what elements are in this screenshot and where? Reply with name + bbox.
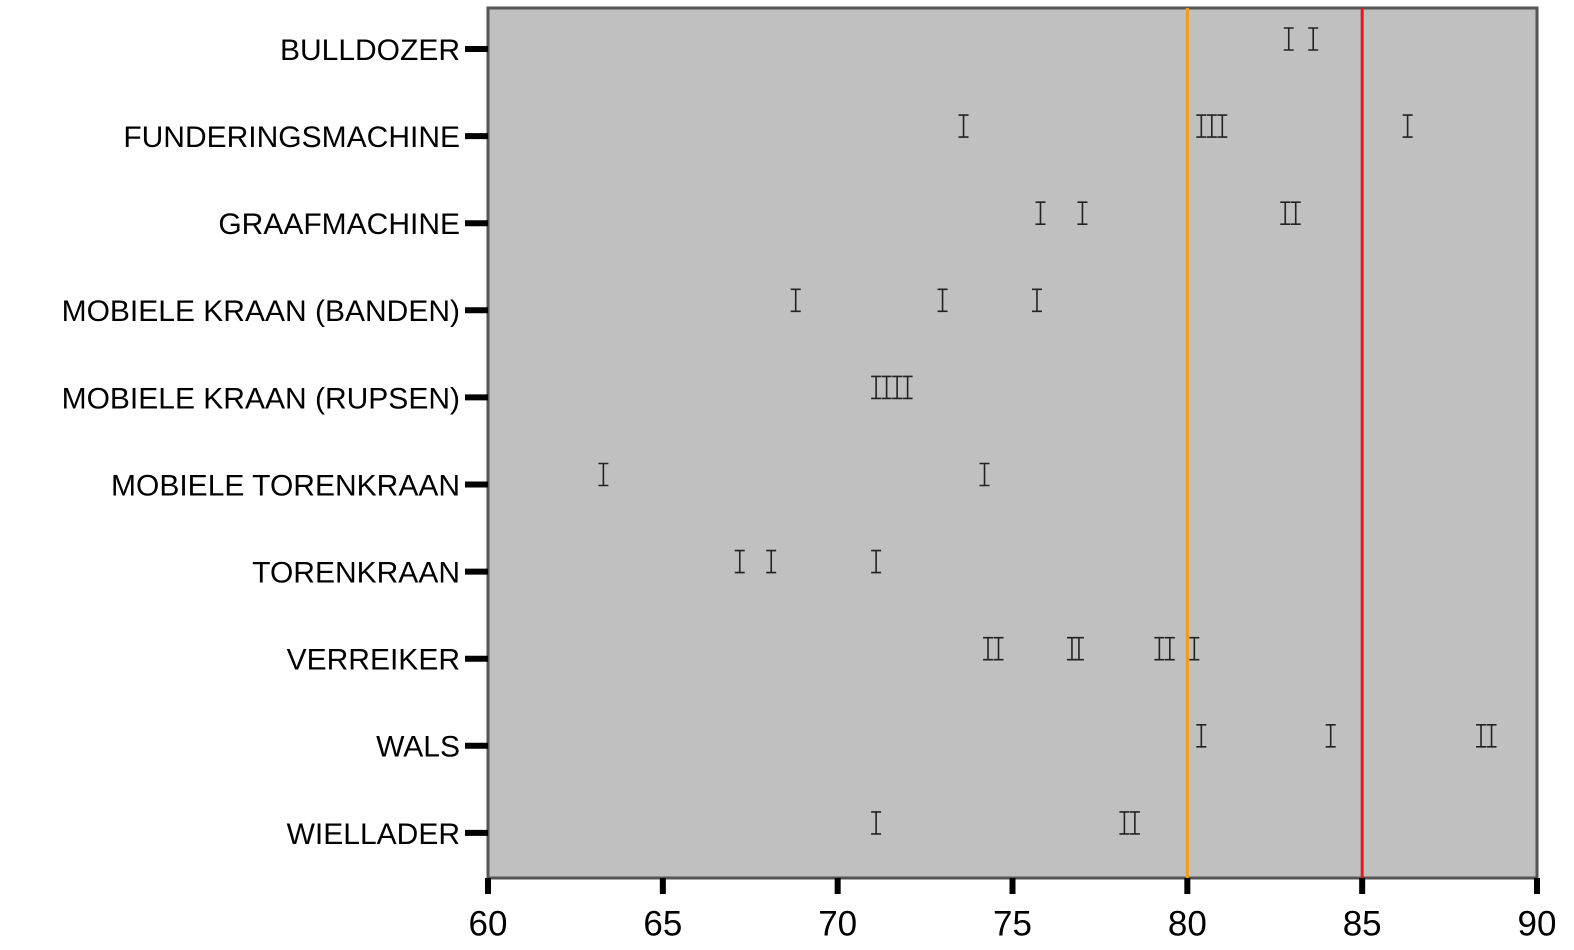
marker xyxy=(958,114,969,138)
marker xyxy=(1164,636,1175,661)
marker xyxy=(1189,636,1200,661)
marker xyxy=(1154,636,1165,661)
marker xyxy=(1217,114,1228,138)
marker xyxy=(1402,114,1413,138)
marker xyxy=(1129,811,1140,835)
x-tick-label: 80 xyxy=(1168,904,1207,943)
marker xyxy=(734,549,745,574)
x-tick-label: 65 xyxy=(643,904,682,943)
x-tick-label: 90 xyxy=(1518,904,1557,943)
marker xyxy=(1476,724,1487,748)
marker xyxy=(983,636,994,661)
x-tick-label: 75 xyxy=(993,904,1032,943)
marker xyxy=(1077,201,1088,225)
y-tick-label: WALS xyxy=(376,731,460,764)
marker xyxy=(1035,201,1046,225)
x-tick-label: 70 xyxy=(818,904,857,943)
marker xyxy=(1290,201,1301,225)
marker xyxy=(1196,114,1207,138)
marker xyxy=(1280,201,1291,225)
y-tick-label: FUNDERINGSMACHINE xyxy=(123,121,460,154)
y-tick-label: BULLDOZER xyxy=(280,34,460,67)
marker xyxy=(1031,288,1042,313)
y-tick-label: GRAAFMACHINE xyxy=(218,208,460,241)
marker xyxy=(1283,27,1294,51)
marker xyxy=(790,288,801,313)
y-tick-label: WIELLADER xyxy=(287,818,460,851)
marker xyxy=(979,462,990,487)
marker xyxy=(993,636,1004,661)
marker xyxy=(1325,724,1336,748)
x-tick-label: 60 xyxy=(469,904,508,943)
y-tick-label: VERREIKER xyxy=(287,644,460,677)
marker xyxy=(871,811,882,835)
y-tick-label: MOBIELE KRAAN (BANDEN) xyxy=(62,295,460,328)
marker xyxy=(1119,811,1130,835)
marker xyxy=(1196,724,1207,748)
marker xyxy=(1073,636,1084,661)
marker xyxy=(1486,724,1497,748)
marker xyxy=(598,462,609,487)
marker xyxy=(937,288,948,313)
marker xyxy=(871,375,882,400)
marker xyxy=(766,549,777,574)
y-tick-label: MOBIELE KRAAN (RUPSEN) xyxy=(62,382,460,415)
marker xyxy=(1308,27,1319,51)
marker xyxy=(1206,114,1217,138)
y-tick-label: MOBIELE TORENKRAAN xyxy=(111,469,460,502)
x-tick-label: 85 xyxy=(1343,904,1382,943)
marker xyxy=(871,549,882,574)
marker xyxy=(892,375,903,400)
marker xyxy=(881,375,892,400)
y-tick-label: TORENKRAAN xyxy=(252,557,460,590)
plot-area xyxy=(486,6,1539,880)
marker xyxy=(902,375,913,400)
